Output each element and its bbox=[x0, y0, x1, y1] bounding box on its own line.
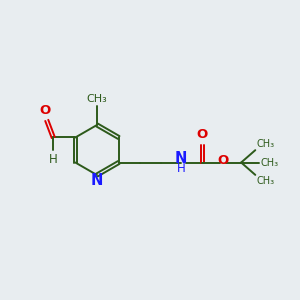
Text: O: O bbox=[217, 154, 229, 167]
Text: CH₃: CH₃ bbox=[261, 158, 279, 167]
Text: CH₃: CH₃ bbox=[87, 94, 107, 104]
Text: O: O bbox=[197, 128, 208, 141]
Text: H: H bbox=[177, 163, 185, 176]
Text: H: H bbox=[49, 153, 58, 167]
Text: CH₃: CH₃ bbox=[257, 139, 275, 149]
Text: N: N bbox=[91, 173, 103, 188]
Text: N: N bbox=[175, 152, 187, 166]
Text: CH₃: CH₃ bbox=[257, 176, 275, 186]
Text: O: O bbox=[40, 104, 51, 117]
